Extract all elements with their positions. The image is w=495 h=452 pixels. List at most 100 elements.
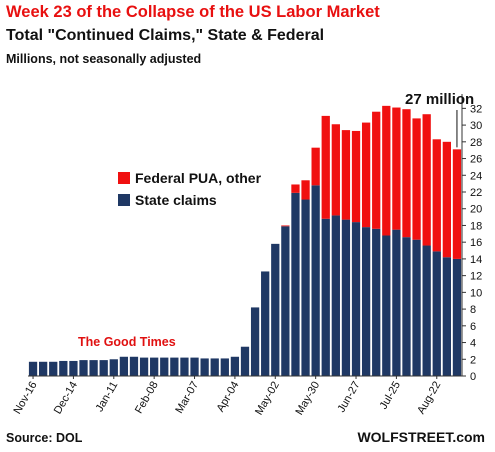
source-label: Source: DOL (6, 431, 83, 445)
y-tick-label: 8 (470, 304, 476, 316)
y-tick-label: 2 (470, 354, 476, 366)
bar-state-claims (351, 222, 361, 376)
chart-subtitle: Total "Continued Claims," State & Federa… (6, 27, 325, 44)
annotation-good-times: The Good Times (78, 335, 176, 349)
legend-swatch-federal (118, 172, 130, 184)
bar-state-claims (432, 251, 441, 376)
bar-state-claims (230, 356, 240, 376)
bar-state-claims (129, 356, 139, 376)
bar-state-claims (190, 357, 199, 376)
bar-state-claims (28, 361, 38, 376)
bar-state-claims (281, 226, 290, 376)
bar-state-claims (180, 357, 189, 376)
bar-federal-pua (402, 109, 411, 238)
bar-state-claims (119, 356, 129, 376)
y-tick-label: 20 (470, 204, 482, 216)
bar-state-claims (99, 360, 108, 376)
y-tick-label: 16 (470, 237, 482, 249)
bar-state-claims (442, 257, 451, 376)
x-tick-label: Jan-11 (94, 380, 121, 414)
x-tick-label: Feb-08 (133, 380, 161, 416)
bar-federal-pua (412, 118, 421, 240)
x-tick-label: Aug-22 (415, 380, 443, 417)
legend-swatch-state (118, 194, 130, 206)
legend-label-state: State claims (135, 192, 217, 208)
y-tick-label: 28 (470, 137, 482, 149)
bar-state-claims (240, 346, 250, 376)
y-tick-label: 30 (470, 120, 482, 132)
brand-label: WOLFSTREET.com (357, 429, 485, 445)
y-tick-label: 12 (470, 271, 482, 283)
bar-state-claims (220, 358, 229, 376)
x-tick-label: Jul-25 (378, 380, 403, 412)
bar-state-claims (452, 258, 462, 376)
bar-state-claims (79, 360, 88, 376)
chart-title: Week 23 of the Collapse of the US Labor … (6, 3, 380, 21)
bar-state-claims (89, 360, 98, 376)
bar-state-claims (200, 358, 209, 376)
y-tick-label: 24 (470, 170, 482, 182)
x-tick-label: Dec-14 (52, 380, 80, 417)
bar-state-claims (382, 235, 391, 376)
bar-state-claims (160, 357, 169, 376)
bar-state-claims (321, 218, 330, 376)
bar-state-claims (361, 227, 371, 376)
bar-federal-pua (281, 225, 290, 227)
y-tick-label: 14 (470, 254, 482, 266)
bar-state-claims (402, 237, 411, 376)
bar-federal-pua (291, 184, 300, 193)
bar-federal-pua (331, 124, 340, 216)
bar-state-claims (250, 307, 260, 376)
bar-federal-pua (321, 115, 330, 219)
bar-federal-pua (341, 130, 351, 220)
bar-state-claims (261, 271, 270, 376)
bar-federal-pua (452, 149, 462, 259)
bar-state-claims (372, 228, 381, 376)
y-tick-label: 4 (470, 338, 476, 350)
bar-state-claims (170, 357, 179, 376)
bar-state-claims (331, 215, 340, 376)
legend-label-federal: Federal PUA, other (135, 170, 262, 186)
x-tick-label: Jun-27 (335, 380, 362, 415)
x-tick-label: Mar-07 (173, 380, 201, 416)
x-tick-label: Apr-04 (215, 380, 242, 415)
bar-state-claims (150, 357, 159, 376)
bar-state-claims (271, 243, 280, 376)
bar-federal-pua (382, 105, 391, 236)
bar-state-claims (109, 359, 118, 376)
bar-state-claims (69, 360, 78, 376)
annotation-27-million: 27 million (405, 91, 474, 108)
y-tick-label: 10 (470, 287, 482, 299)
bar-state-claims (422, 245, 431, 376)
x-tick-label: May-02 (253, 380, 282, 418)
bar-state-claims (49, 361, 58, 376)
y-tick-label: 32 (470, 103, 482, 115)
bar-state-claims (301, 199, 310, 376)
y-tick-label: 6 (470, 321, 476, 333)
bar-state-claims (412, 239, 421, 376)
bar-state-claims (311, 185, 320, 376)
bar-federal-pua (311, 147, 320, 186)
bar-state-claims (341, 219, 351, 376)
y-tick-label: 0 (470, 371, 476, 383)
x-tick-label: May-30 (294, 380, 323, 418)
bar-federal-pua (351, 130, 361, 223)
x-tick-label: Nov-16 (12, 380, 40, 417)
bar-state-claims (210, 358, 219, 376)
bar-federal-pua (422, 114, 431, 246)
bar-federal-pua (361, 122, 371, 228)
y-tick-label: 18 (470, 220, 482, 232)
bar-state-claims (291, 192, 300, 376)
bar-federal-pua (442, 141, 451, 258)
bar-state-claims (392, 229, 401, 376)
chart-units: Millions, not seasonally adjusted (6, 52, 202, 66)
bar-state-claims (139, 357, 149, 376)
bar-state-claims (39, 361, 48, 376)
y-tick-label: 22 (470, 187, 482, 199)
bar-federal-pua (392, 107, 401, 230)
bar-federal-pua (372, 111, 381, 229)
bar-federal-pua (301, 180, 310, 200)
bar-state-claims (59, 360, 68, 376)
y-tick-label: 26 (470, 154, 482, 166)
